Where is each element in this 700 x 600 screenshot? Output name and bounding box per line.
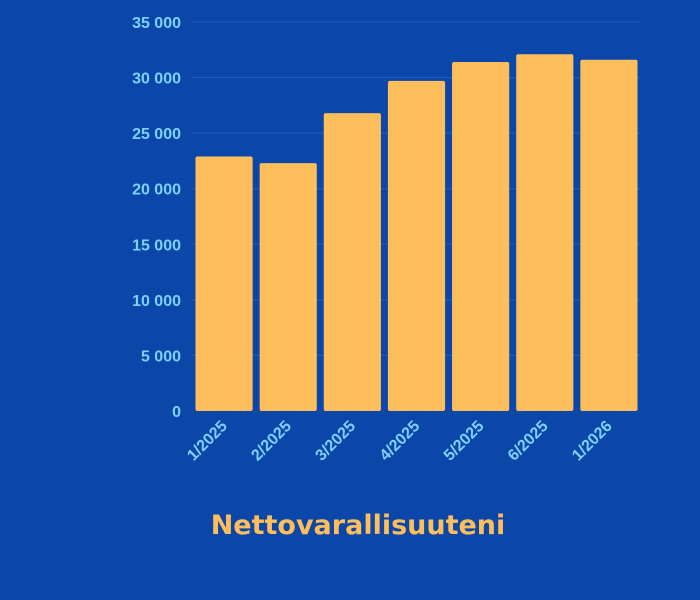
y-tick-label: 20 000 <box>132 182 181 199</box>
x-tick-label: 5/2025 <box>441 418 488 465</box>
x-tick-label: 6/2025 <box>505 418 552 465</box>
x-tick-label: 2/2025 <box>248 418 295 465</box>
y-tick-label: 30 000 <box>132 71 181 88</box>
y-tick-label: 10 000 <box>132 293 181 310</box>
x-tick-label: 3/2025 <box>313 418 360 465</box>
bar <box>259 163 317 411</box>
y-tick-label: 25 000 <box>132 126 181 143</box>
y-axis-tick-labels: 0 5 000 10 000 15 000 20 000 25 000 30 000 35 0… <box>132 15 181 421</box>
y-tick-label: 15 000 <box>132 237 181 254</box>
x-tick-label: 1/2026 <box>569 418 616 465</box>
x-tick-label: 1/2025 <box>184 418 231 465</box>
bars <box>195 54 638 412</box>
bar <box>580 59 638 411</box>
bar <box>323 113 381 411</box>
x-axis-tick-labels: 1/2025 2/2025 3/2025 4/2025 5/2025 6/2025 1/20… <box>184 418 616 465</box>
x-tick-label: 4/2025 <box>377 418 424 465</box>
bar <box>387 80 446 412</box>
y-tick-label: 35 000 <box>132 15 181 32</box>
bar <box>452 62 510 412</box>
bar <box>195 156 253 411</box>
chart-title: Nettovarallisuuteni <box>210 510 506 541</box>
y-tick-label: 5 000 <box>141 348 181 365</box>
bar <box>516 54 574 411</box>
y-tick-label: 0 <box>172 404 181 421</box>
